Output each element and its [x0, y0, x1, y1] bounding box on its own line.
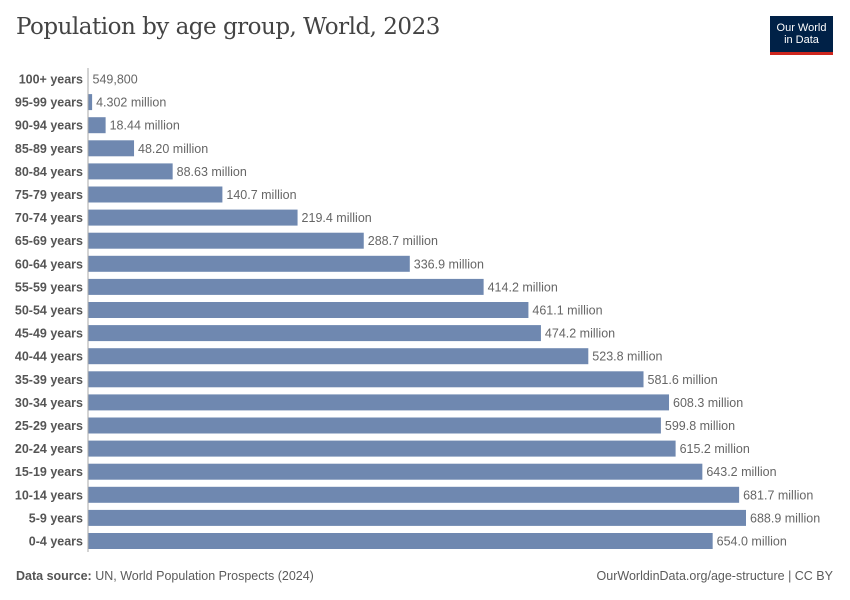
category-label: 90-94 years: [15, 119, 83, 133]
value-label: 643.2 million: [706, 465, 776, 479]
bar[interactable]: [88, 348, 589, 365]
value-label: 474.2 million: [545, 327, 615, 341]
category-label: 35-39 years: [15, 373, 83, 387]
value-label: 681.7 million: [743, 488, 813, 502]
bar[interactable]: [88, 278, 484, 295]
category-label: 45-49 years: [15, 327, 83, 341]
footer-url[interactable]: OurWorldinData.org/age-structure | CC BY: [596, 569, 833, 583]
category-label: 65-69 years: [15, 234, 83, 248]
bar[interactable]: [88, 255, 410, 272]
bar[interactable]: [88, 209, 298, 226]
value-label: 654.0 million: [717, 535, 787, 549]
value-label: 88.63 million: [177, 165, 247, 179]
category-label: 5-9 years: [29, 511, 83, 525]
category-label: 100+ years: [19, 73, 83, 87]
bar[interactable]: [88, 302, 529, 318]
source-text[interactable]: UN, World Population Prospects (2024): [95, 569, 314, 583]
bar[interactable]: [88, 417, 661, 434]
value-label: 219.4 million: [302, 211, 372, 225]
category-label: 50-54 years: [15, 304, 83, 318]
value-label: 288.7 million: [368, 234, 438, 248]
category-label: 0-4 years: [29, 535, 83, 549]
value-label: 48.20 million: [138, 142, 208, 156]
owid-logo[interactable]: Our World in Data: [770, 16, 833, 55]
value-label: 688.9 million: [750, 511, 820, 525]
bar[interactable]: [88, 440, 676, 457]
category-label: 60-64 years: [15, 257, 83, 271]
source-label: Data source:: [16, 569, 92, 583]
category-label: 10-14 years: [15, 488, 83, 502]
bar[interactable]: [88, 394, 670, 411]
value-label: 615.2 million: [680, 442, 750, 456]
bar[interactable]: [88, 186, 223, 203]
category-label: 85-89 years: [15, 142, 83, 156]
value-label: 549,800: [93, 73, 138, 87]
value-label: 4.302 million: [96, 96, 166, 110]
category-label: 20-24 years: [15, 442, 83, 456]
bar[interactable]: [88, 371, 644, 388]
category-label: 75-79 years: [15, 188, 83, 202]
data-source: Data source: UN, World Population Prospe…: [16, 569, 314, 583]
value-label: 581.6 million: [648, 373, 718, 387]
category-label: 55-59 years: [15, 280, 83, 294]
bar[interactable]: [88, 117, 106, 134]
category-label: 15-19 years: [15, 465, 83, 479]
category-label: 95-99 years: [15, 96, 83, 110]
bar[interactable]: [88, 533, 713, 549]
category-label: 25-29 years: [15, 419, 83, 433]
value-label: 608.3 million: [673, 396, 743, 410]
bar[interactable]: [88, 463, 703, 480]
category-label: 70-74 years: [15, 211, 83, 225]
bar[interactable]: [88, 163, 173, 180]
logo-line-1: Our World: [776, 22, 827, 34]
bar[interactable]: [88, 325, 541, 342]
value-label: 336.9 million: [414, 257, 484, 271]
value-label: 414.2 million: [488, 280, 558, 294]
value-label: 599.8 million: [665, 419, 735, 433]
logo-line-2: in Data: [784, 34, 819, 46]
bar[interactable]: [88, 509, 746, 526]
value-label: 140.7 million: [226, 188, 296, 202]
bar[interactable]: [88, 232, 364, 249]
value-label: 461.1 million: [532, 304, 602, 318]
bar[interactable]: [88, 486, 740, 503]
category-label: 30-34 years: [15, 396, 83, 410]
bar[interactable]: [88, 140, 135, 157]
value-label: 523.8 million: [592, 350, 662, 364]
category-label: 40-44 years: [15, 350, 83, 364]
category-label: 80-84 years: [15, 165, 83, 179]
bar-chart: 100+ years 549,800 95-99 years 4.302 millio…: [15, 68, 820, 552]
chart-title: Population by age group, World, 2023: [16, 14, 440, 40]
bar[interactable]: [88, 94, 93, 111]
value-label: 18.44 million: [110, 119, 180, 133]
